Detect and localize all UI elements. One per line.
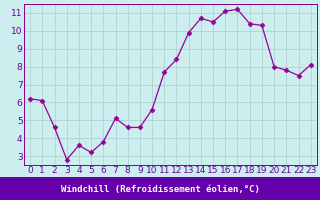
Text: Windchill (Refroidissement éolien,°C): Windchill (Refroidissement éolien,°C) (60, 185, 260, 194)
